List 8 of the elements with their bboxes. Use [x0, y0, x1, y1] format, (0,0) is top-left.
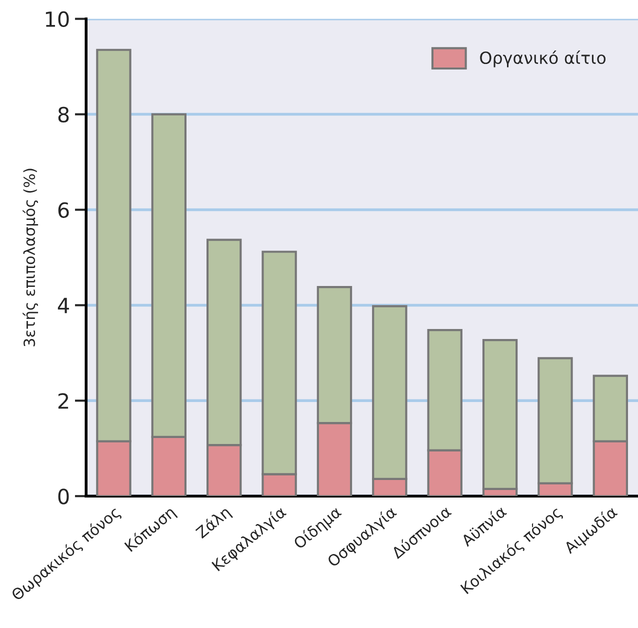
legend-label: Οργανικό αίτιο — [480, 50, 606, 68]
y-tick-label: 4 — [58, 298, 69, 314]
y-tick-label: 10 — [46, 11, 69, 28]
y-tick-label: 0 — [58, 488, 69, 504]
y-tick-label: 2 — [58, 393, 68, 409]
y-tick-label: 8 — [58, 106, 69, 123]
y-axis-title: 3ετής επιπολασμός (%) — [22, 168, 38, 346]
y-tick-label: 6 — [58, 202, 69, 218]
